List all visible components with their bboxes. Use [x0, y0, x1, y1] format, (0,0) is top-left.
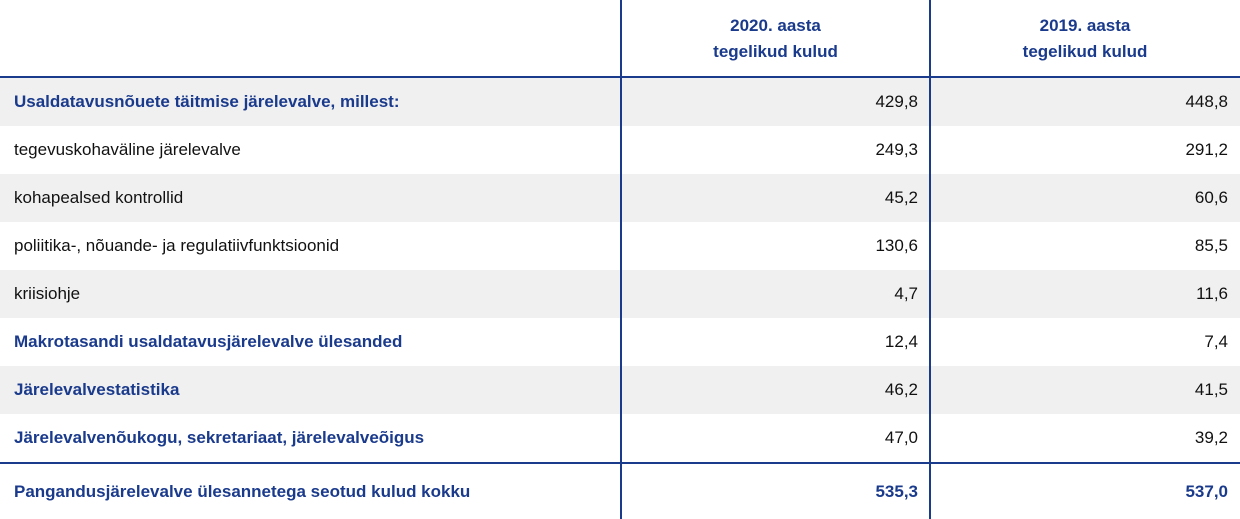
header-row: 2020. aasta tegelikud kulud 2019. aasta teg… [0, 0, 1240, 77]
column-header: 2020. aasta tegelikud kulud [621, 0, 930, 77]
cell-value: 7,4 [1204, 332, 1228, 351]
total-value: 537,0 [1185, 481, 1228, 501]
row-label: poliitika-, nõuande- ja regulatiivfunkts… [14, 236, 340, 255]
cell-value: 85,5 [1194, 236, 1228, 255]
table-row: Järelevalvenõukogu, sekretariaat, järele… [0, 414, 1240, 462]
row-label: tegevuskohaväline järelevalve [14, 140, 241, 159]
cell-value: 429,8 [875, 92, 918, 111]
cell-value: 45,2 [884, 188, 918, 207]
row-label: Järelevalvenõukogu, sekretariaat, järele… [14, 428, 425, 447]
total-row: Pangandusjärelevalve ülesannetega seotud… [0, 464, 1240, 519]
header-line: tegelikud kulud [713, 41, 838, 61]
column-header: 2019. aasta tegelikud kulud [930, 0, 1240, 77]
cell-value: 41,5 [1194, 380, 1228, 399]
cell-value: 11,6 [1196, 284, 1228, 303]
cell-value: 448,8 [1185, 92, 1228, 111]
header-line: tegelikud kulud [1022, 41, 1148, 61]
cell-value: 291,2 [1185, 140, 1228, 159]
total-value: 535,3 [875, 481, 918, 501]
cell-value: 4,7 [894, 284, 918, 303]
row-label: Usaldatavusnõuete täitmise järelevalve, … [14, 92, 400, 111]
cell-value: 130,6 [875, 236, 918, 255]
table-row: poliitika-, nõuande- ja regulatiivfunkts… [0, 222, 1240, 270]
cell-value: 39,2 [1194, 428, 1228, 447]
cell-value: 47,0 [884, 428, 918, 447]
row-label: kriisiohje [14, 284, 81, 303]
total-label: Pangandusjärelevalve ülesannetega seotud… [14, 481, 471, 501]
table-row: tegevuskohaväline järelevalve 249,3 291,2 [0, 126, 1240, 174]
column-rule [929, 0, 931, 519]
row-label: kohapealsed kontrollid [14, 188, 184, 207]
cell-value: 46,2 [884, 380, 918, 399]
row-label: Makrotasandi usaldatavusjärelevalve üles… [14, 332, 403, 351]
header-line: 2019. aasta [1039, 15, 1131, 35]
column-rule [620, 0, 622, 519]
table-row: Makrotasandi usaldatavusjärelevalve üles… [0, 318, 1240, 366]
cell-value: 60,6 [1194, 188, 1228, 207]
header-line: 2020. aasta [730, 15, 821, 35]
cell-value: 249,3 [875, 140, 918, 159]
row-label: Järelevalvestatistika [14, 380, 180, 399]
cell-value: 12,4 [884, 332, 918, 351]
